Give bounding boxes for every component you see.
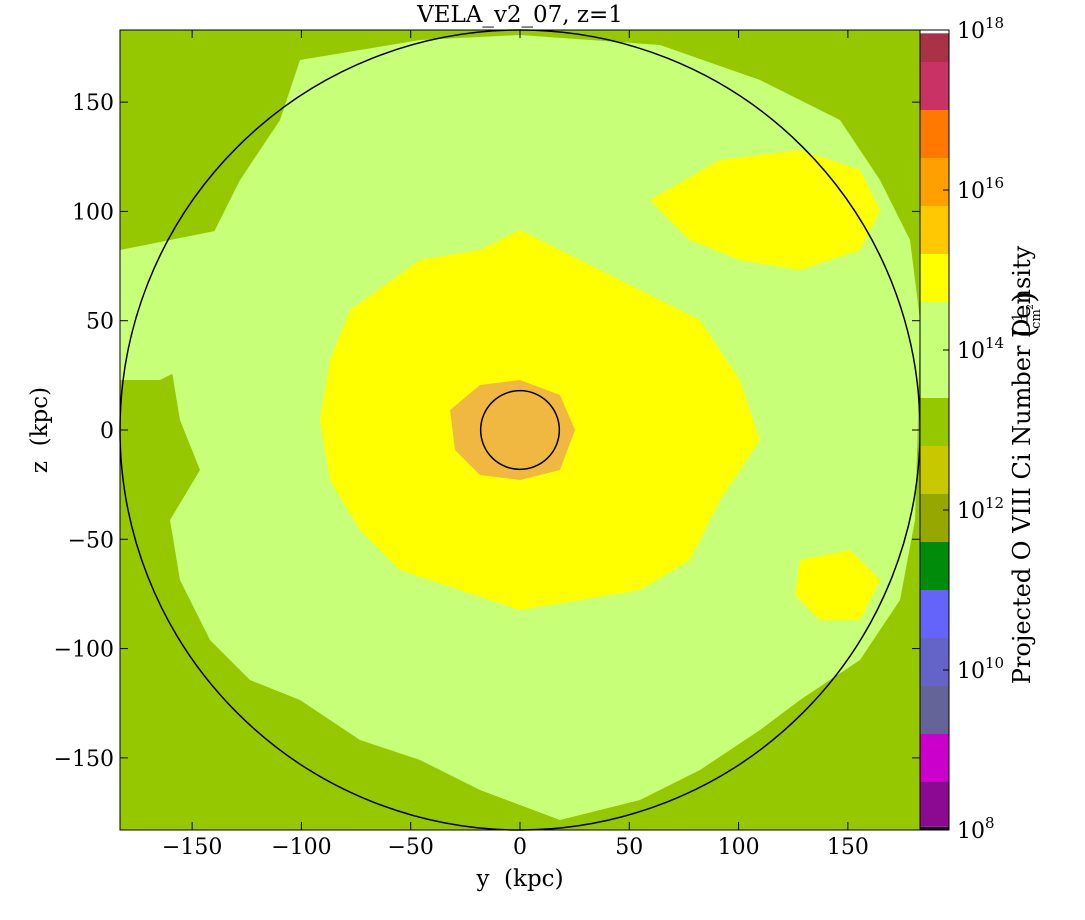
high-density-arm [650,150,880,270]
colorbar-band [920,686,949,734]
colorbar-band [920,30,949,34]
plot-area [120,30,920,830]
colorbar-frame [919,29,950,831]
x-tick-label: 150 [827,835,869,860]
colorbar-unit-paren-left: ( [1007,326,1042,338]
y-tick-label: 100 [72,200,114,225]
x-tick-label: 50 [615,835,643,860]
x-axis-label: y (kpc) [475,866,563,892]
colorbar-ticks: 108 1010 1012 1014 1016 1018 [943,14,1004,844]
y-tick-label: −100 [54,638,114,663]
colorbar-band [920,158,949,206]
chart-title: VELA_v2_07, z=1 [416,2,623,28]
colorbar-tick-label: 1018 [957,14,1004,44]
x-tick-label: −100 [271,835,331,860]
colorbar-band [920,62,949,110]
colorbar-band [920,590,949,638]
colorbar-band [920,734,949,782]
colorbar-unit-numerator: 1 [1010,313,1026,322]
y-tick-label: −150 [54,747,114,772]
colorbar-band [920,542,949,590]
y-axis: 150 100 50 0 −50 −100 −150 [54,91,920,772]
core-density-region [450,380,575,480]
colorbar-tick-label: 1010 [957,654,1004,684]
colorbar-band [920,638,949,686]
x-tick-label: −50 [387,835,433,860]
x-tick-label: 100 [718,835,760,860]
colorbar-unit-denominator: cm [1029,309,1044,329]
x-tick-label: −150 [162,835,222,860]
colorbar-label-group: Projected O VIII Ci Number Density ( 1 c… [1007,245,1044,684]
colorbar-band [920,398,949,446]
y-tick-label: −50 [68,528,114,553]
colorbar-tick-label: 108 [957,814,995,844]
y-tick-label: 0 [100,419,114,444]
colorbar-unit-exponent: 2 [1026,304,1036,310]
colorbar-band [920,826,949,830]
y-tick-label: 50 [86,310,114,335]
colorbar-band [920,446,949,494]
colorbar-tick-label: 1016 [957,174,1004,204]
colorbar-tick-label: 1012 [957,494,1004,524]
x-tick-label: 0 [513,835,527,860]
colorbar-label: Projected O VIII Ci Number Density [1008,245,1036,684]
galaxy-circle [479,389,561,471]
colorbar-tick-label: 1014 [957,334,1004,364]
colorbar-band [920,110,949,158]
colorbar [920,30,949,830]
colorbar-band [920,254,949,302]
colorbar-band [920,206,949,254]
colorbar-unit-paren-right: ) [1007,291,1042,303]
colorbar-band [920,782,949,827]
y-tick-label: 150 [72,91,114,116]
x-axis: −150 −100 −50 0 50 100 150 [162,30,869,860]
y-axis-label: z (kpc) [27,387,53,473]
high-density-patch [795,550,880,620]
colorbar-band [920,33,949,62]
colorbar-band [920,494,949,542]
